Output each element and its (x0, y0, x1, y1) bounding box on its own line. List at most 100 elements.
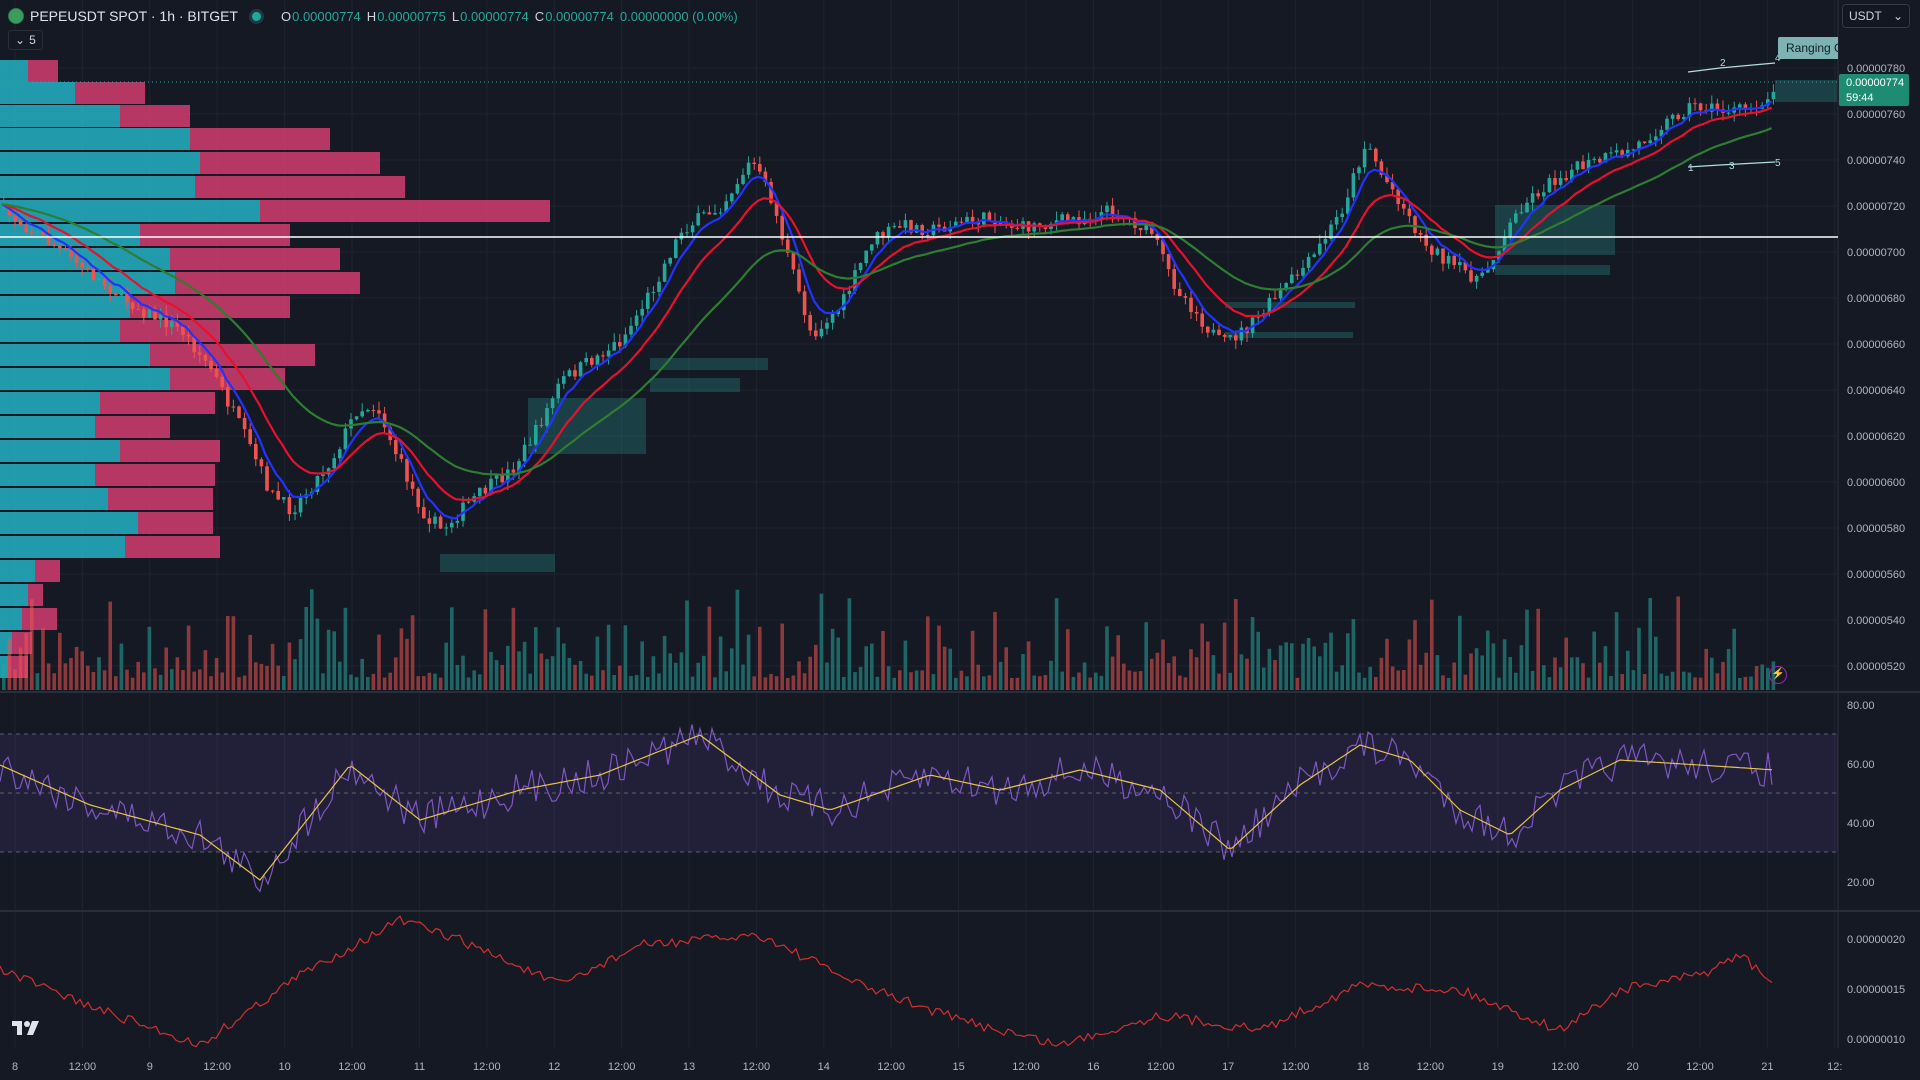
rsi-axis[interactable]: 80.00 60.00 40.00 20.00 (1847, 700, 1875, 889)
candle (30, 226, 34, 238)
candle (192, 334, 196, 359)
price-axis[interactable]: 0.00000780 0.00000760 0.00000740 0.00000720… (1847, 63, 1905, 673)
candle (119, 283, 124, 298)
volume-bar (1306, 637, 1311, 690)
candle (528, 437, 532, 446)
symbol-title[interactable]: PEPEUSDT SPOT · 1h · BITGET (30, 8, 238, 24)
volume-bar (1049, 660, 1053, 690)
candle (214, 364, 219, 379)
volume-bar (892, 677, 896, 690)
candle (1441, 248, 1445, 272)
candle (209, 353, 213, 373)
candle (1228, 334, 1232, 341)
candle (142, 304, 146, 324)
volume-bar (1284, 642, 1288, 690)
ema-fast-line (1, 100, 1773, 520)
candle (1642, 141, 1647, 145)
volume-bar (377, 634, 381, 690)
time-axis[interactable]: 8 12:00 9 12:00 10 12:00 11 12:00 12 12:00 13 12:00… (12, 1061, 1843, 1073)
time-axis-label: 9 (147, 1061, 153, 1073)
volume-bar (982, 676, 986, 690)
volume-bar (1357, 672, 1361, 690)
volume-bar (63, 663, 68, 690)
volume-bar (136, 661, 140, 690)
time-axis-label: 20 (1626, 1061, 1638, 1073)
volume-bar (881, 630, 885, 690)
candle (685, 223, 689, 237)
volume-bar (668, 653, 672, 690)
volume-profile-row (8, 656, 28, 678)
candle (1306, 252, 1311, 272)
lightning-alert-icon[interactable]: ⚡ (1769, 666, 1787, 684)
time-axis-label: 12:00 (1282, 1061, 1310, 1073)
candle (1368, 143, 1372, 150)
volume-bar (46, 663, 51, 690)
volume-bar (825, 662, 829, 690)
indicators-toggle-button[interactable]: ⌄ 5 (8, 30, 43, 50)
volume-bar (646, 677, 650, 690)
volume-bar (1105, 626, 1109, 690)
volume-bar (993, 611, 997, 690)
volume-profile-row (28, 60, 58, 82)
candle (763, 167, 768, 187)
time-axis-label: 12:00 (203, 1061, 231, 1073)
volume-bar (1704, 648, 1708, 690)
volume-bar (556, 627, 560, 690)
volume-bar (410, 615, 415, 690)
volume-profile-row (0, 296, 130, 318)
volume-bar (97, 657, 101, 690)
volume-bar (1133, 671, 1137, 690)
volume-bar (618, 665, 622, 690)
volume-bar (489, 651, 493, 690)
candle (1474, 274, 1479, 289)
candle (987, 210, 992, 221)
volume-bar (1598, 662, 1602, 690)
candle (282, 497, 286, 504)
time-axis-label: 12:00 (743, 1061, 771, 1073)
candle (746, 156, 751, 179)
candle (1592, 156, 1596, 164)
candle (707, 205, 712, 215)
volume-bar (209, 676, 213, 690)
volume-bar (259, 663, 264, 690)
price-axis-label: 0.00000540 (1847, 615, 1905, 627)
volume-bar (1402, 669, 1406, 690)
candle (1547, 174, 1552, 193)
candle (1553, 170, 1557, 194)
order-block (1775, 80, 1837, 102)
volume-bar (1698, 677, 1703, 690)
candle (444, 523, 448, 536)
candle (450, 519, 454, 533)
volume-profile (0, 60, 550, 678)
candle (1351, 167, 1356, 201)
volume-bar (58, 632, 62, 690)
volume-bar (1497, 677, 1501, 690)
candle (1486, 261, 1490, 273)
candle (1715, 98, 1720, 116)
currency-select-value: USDT (1849, 9, 1882, 23)
volume-bar (550, 656, 555, 690)
candle (1676, 112, 1680, 121)
candle (1340, 207, 1344, 223)
candle (1424, 229, 1428, 252)
tradingview-logo-icon[interactable] (12, 1019, 46, 1037)
volume-bar (1603, 646, 1608, 690)
candle (91, 260, 96, 282)
candle (405, 457, 409, 490)
rsi-pane (0, 724, 1838, 893)
volume-bar (758, 626, 762, 690)
volume-bar (1754, 666, 1759, 690)
price-axis-label: 0.00000780 (1847, 63, 1905, 75)
pepe-coin-icon[interactable] (8, 8, 24, 24)
market-open-icon (251, 11, 261, 21)
high-label: H (366, 8, 377, 24)
currency-select[interactable]: USDT ⌄ (1842, 4, 1910, 28)
atr-axis[interactable]: 0.00000020 0.00000015 0.00000010 (1847, 934, 1905, 1046)
volume-bar (847, 598, 852, 690)
volume-bar (1564, 637, 1568, 690)
order-block (1495, 205, 1615, 255)
volume-bar (1710, 657, 1714, 690)
volume-profile-row (120, 105, 190, 127)
candle (1273, 289, 1277, 300)
